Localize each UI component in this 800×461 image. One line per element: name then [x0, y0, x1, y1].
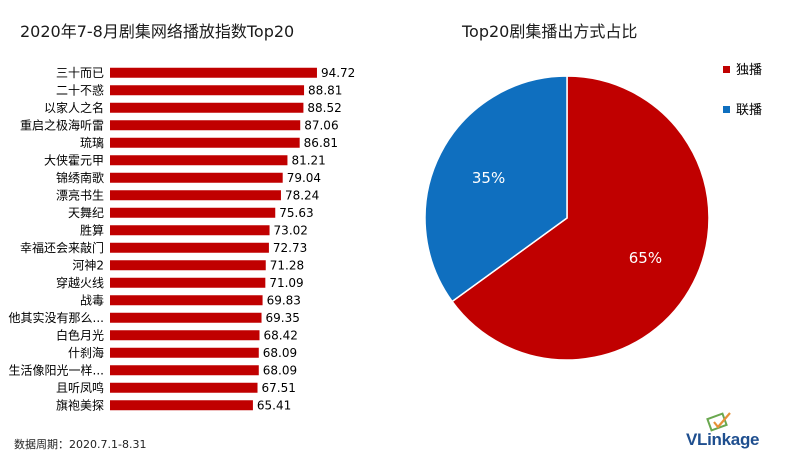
pie-slice	[424, 75, 568, 303]
value-label: 75.63	[279, 206, 313, 220]
category-label: 幸福还会来敲门	[20, 240, 104, 255]
category-label: 旗袍美探	[56, 397, 104, 412]
bar	[110, 260, 266, 271]
bar	[110, 400, 253, 411]
legend-label: 联播	[736, 103, 762, 118]
bar	[110, 242, 269, 253]
category-label: 二十不惑	[56, 83, 104, 97]
value-label: 69.35	[266, 311, 300, 325]
bar	[110, 312, 262, 323]
category-label: 琉璃	[80, 136, 104, 150]
category-label: 生活像阳光一样...	[9, 362, 104, 377]
value-label: 88.81	[308, 83, 342, 97]
bar	[110, 120, 301, 131]
value-label: 81.21	[291, 153, 325, 167]
data-period-note: 数据周期：2020.7.1-8.31	[14, 438, 147, 451]
category-label: 河神2	[72, 258, 104, 272]
bar	[110, 85, 305, 96]
category-label: 大侠霍元甲	[44, 153, 104, 167]
logo-text: VLinkage	[686, 430, 760, 449]
value-label: 86.81	[304, 136, 338, 150]
bar-chart-title: 2020年7-8月剧集网络播放指数Top20	[20, 22, 295, 41]
value-label: 71.28	[270, 258, 304, 272]
bar	[110, 295, 263, 306]
value-label: 68.09	[263, 363, 297, 377]
legend-swatch	[723, 66, 730, 73]
category-label: 穿越火线	[56, 275, 104, 290]
value-label: 94.72	[321, 66, 355, 80]
bar	[110, 207, 276, 218]
value-label: 65.41	[257, 398, 291, 412]
value-label: 72.73	[273, 241, 307, 255]
value-label: 67.51	[262, 381, 296, 395]
bar	[110, 365, 259, 376]
category-label: 重启之极海听雷	[20, 117, 104, 132]
category-label: 天舞纪	[68, 206, 104, 220]
bar	[110, 155, 288, 166]
bar	[110, 330, 260, 341]
logo-mark-icon	[706, 412, 731, 432]
category-label: 三十而已	[56, 66, 104, 80]
bar	[110, 137, 300, 148]
category-label: 锦绣南歌	[56, 170, 104, 185]
bar	[110, 277, 266, 288]
category-label: 战毒	[80, 293, 104, 307]
value-label: 87.06	[304, 118, 338, 132]
category-label: 漂亮书生	[56, 187, 104, 202]
category-label: 胜算	[80, 222, 104, 237]
category-label: 他其实没有那么...	[9, 310, 104, 325]
legend-swatch	[723, 106, 730, 113]
bar	[110, 102, 304, 113]
value-label: 71.09	[269, 276, 303, 290]
value-label: 78.24	[285, 188, 319, 202]
pie-slice-label: 35%	[472, 169, 505, 187]
vlinkage-logo: VLinkage	[676, 410, 788, 456]
category-label: 什刹海	[68, 345, 104, 360]
value-label: 68.09	[263, 346, 297, 360]
value-label: 73.02	[274, 223, 308, 237]
bar	[110, 190, 281, 201]
pie-chart-title: Top20剧集播出方式占比	[462, 22, 638, 41]
bar	[110, 225, 270, 236]
bar	[110, 67, 317, 78]
category-label: 且听凤鸣	[56, 380, 104, 395]
value-label: 79.04	[287, 171, 321, 185]
category-label: 以家人之名	[44, 100, 104, 115]
value-label: 68.42	[263, 328, 297, 342]
pie-slice	[451, 75, 710, 361]
bar	[110, 172, 283, 183]
value-label: 69.83	[267, 293, 301, 307]
pie-slice-label: 65%	[629, 249, 662, 267]
legend-label: 独播	[736, 63, 762, 78]
value-label: 88.52	[307, 101, 341, 115]
category-label: 白色月光	[56, 327, 104, 342]
bar	[110, 347, 259, 358]
bar	[110, 382, 258, 393]
